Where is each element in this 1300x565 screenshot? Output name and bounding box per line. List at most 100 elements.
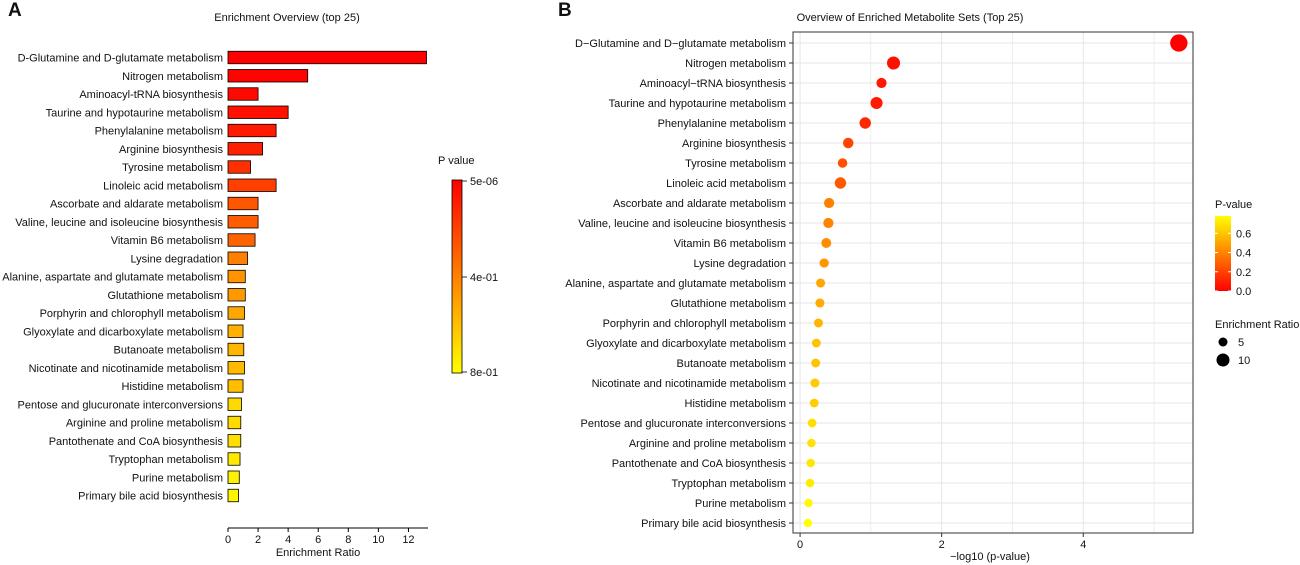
panel-b-point [811,338,821,348]
panel-a-bar [227,342,245,357]
panel-a-category-label: Porphyrin and chlorophyll metabolism [40,308,223,320]
panel-b-category-label: Butanoate metabolism [677,358,786,370]
panel-a-x-tick-label: 4 [285,534,291,546]
panel-b-label: B [558,0,572,21]
panel-a-category-label: Histidine metabolism [122,381,223,393]
panel-a-category-label: Glutathione metabolism [107,290,223,302]
panel-b: B Overview of Enriched Metabolite Sets (… [558,0,1299,563]
panel-b-category-label: Arginine and proline metabolism [629,438,786,450]
panel-b-x-tick-label: 2 [939,539,945,551]
panel-a-category-label: Linoleic acid metabolism [103,180,223,192]
panel-b-point [807,438,816,448]
panel-a-x-tick-label: 2 [255,534,261,546]
panel-a-category-label: Tyrosine metabolism [122,162,223,174]
panel-a: A Enrichment Overview (top 25) D-Glutami… [2,0,498,559]
panel-b-point [804,498,813,508]
panel-b-point [813,318,823,328]
panel-a-x-tick-label: 10 [372,534,384,546]
panel-a-bar [227,397,242,411]
panel-a-bar [227,361,245,375]
panel-a-category-label: Phenylalanine metabolism [95,126,223,138]
panel-b-point [807,418,817,428]
panel-b-color-legend-bar [1215,216,1231,291]
panel-b-gridlines [793,32,1193,533]
panel-a-bar [227,233,256,247]
panel-b-point [823,217,834,229]
panel-b-point [815,298,825,308]
panel-b-category-label: Porphyrin and chlorophyll metabolism [603,318,786,330]
panel-a-category-label: Nitrogen metabolism [122,71,223,83]
panel-b-category-label: Linoleic acid metabolism [666,178,786,190]
panel-b-category-label: Aminoacyl−tRNA biosynthesis [640,78,787,90]
panel-b-size-legend-dot-5 [1218,337,1228,347]
panel-a-category-label: Pantothenate and CoA biosynthesis [49,436,224,448]
panel-a-bar [227,123,277,138]
panel-a-category-label: Arginine biosynthesis [119,144,223,156]
panel-b-category-label: Glyoxylate and dicarboxylate metabolism [586,338,786,350]
panel-a-bar [227,105,289,119]
panel-b-point [816,278,826,288]
panel-a-category-label: Primary bile acid biosynthesis [78,491,223,503]
panel-b-category-label: Valine, leucine and isoleucine biosynthe… [578,218,786,230]
panel-b-category-labels: D−Glutamine and D−glutamate metabolism Ni… [565,38,793,530]
panel-b-category-label: Primary bile acid biosynthesis [641,518,786,530]
panel-b-point [819,258,829,268]
panel-a-bar [227,215,259,229]
panel-b-point [842,137,854,149]
panel-a-bar [227,306,245,320]
panel-a-x-ticks: 0 2 4 6 8 10 12 [225,528,415,546]
panel-b-point [887,56,901,70]
panel-a-category-label: Vitamin B6 metabolism [111,235,223,247]
panel-b-point [876,77,887,89]
panel-b-x-axis-label: −log10 (p-value) [950,551,1030,563]
panel-b-point [821,238,832,248]
panel-a-bar [227,379,244,393]
panel-a-category-label: Glyoxylate and dicarboxylate metabolism [23,326,223,338]
panel-a-category-label: Nicotinate and nicotinamide metabolism [29,363,223,375]
panel-b-point [824,197,835,209]
panel-b-point [859,117,871,129]
panel-a-category-label: Valine, leucine and isoleucine biosynthe… [15,217,223,229]
panel-b-category-label: Vitamin B6 metabolism [674,238,786,250]
panel-a-label: A [8,0,22,21]
panel-b-category-label: Pantothenate and CoA biosynthesis [612,458,787,470]
panel-a-bar [227,196,259,211]
panel-b-point [837,158,848,168]
panel-b-category-label: Purine metabolism [695,498,786,510]
panel-b-color-legend-label: 0.0 [1236,286,1251,298]
panel-a-category-label: Lysine degradation [130,253,223,265]
panel-b-x-ticks: 0 2 4 [797,533,1086,551]
panel-a-category-label: D-Glutamine and D-glutamate metabolism [18,53,223,65]
panel-a-bar [227,288,246,302]
panel-b-size-legend-label-5: 5 [1238,337,1244,349]
panel-a-x-tick-label: 8 [345,534,351,546]
panel-a-bar [227,434,242,448]
panel-a-category-label: Arginine and proline metabolism [66,418,223,430]
panel-b-category-label: Arginine biosynthesis [682,138,786,150]
panel-a-bar [227,324,244,338]
panel-b-color-legend-label: 0.6 [1236,228,1251,240]
panel-a-x-tick-label: 6 [315,534,321,546]
panel-a-x-tick-label: 12 [402,534,414,546]
panel-b-category-label: Taurine and hypotaurine metabolism [609,98,786,110]
panel-b-size-legend-dot-10 [1216,353,1230,367]
panel-b-point [805,478,815,488]
panel-a-title: Enrichment Overview (top 25) [214,12,360,24]
panel-b-color-legend-title: P-value [1215,199,1252,211]
panel-a-category-label: Taurine and hypotaurine metabolism [46,107,223,119]
panel-b-category-label: D−Glutamine and D−glutamate metabolism [575,38,786,50]
panel-b-points [803,34,1188,528]
panel-b-category-label: Nicotinate and nicotinamide metabolism [592,378,786,390]
panel-b-color-legend-label: 0.4 [1236,248,1251,260]
panel-a-category-label: Alanine, aspartate and glutamate metabol… [2,272,223,284]
panel-b-point [809,398,819,408]
panel-a-bar [227,415,242,430]
panel-a-bar [227,452,241,466]
panel-b-size-legend-title: Enrichment Ratio [1215,319,1299,331]
panel-a-category-label: Tryptophan metabolism [108,454,223,466]
panel-a-category-label: Pentose and glucuronate interconversions [18,399,224,411]
panel-a-bar [227,50,427,65]
panel-a-legend-title: P value [438,155,475,167]
panel-a-category-label: Butanoate metabolism [114,345,223,357]
